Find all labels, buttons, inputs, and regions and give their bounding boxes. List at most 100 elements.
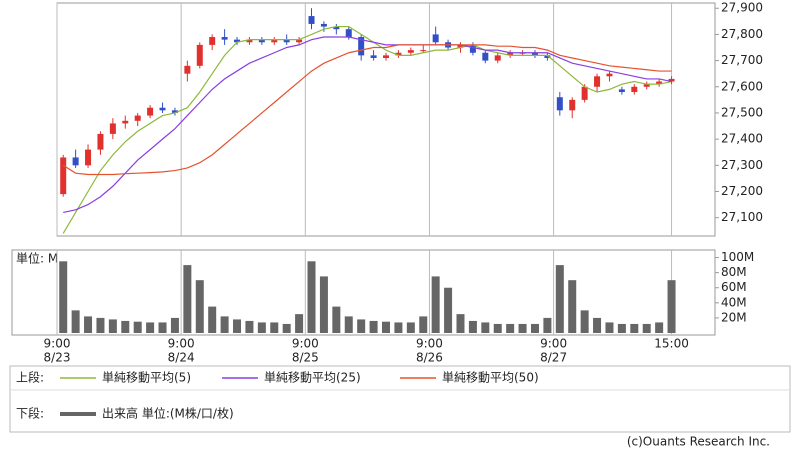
candle-body xyxy=(594,76,601,87)
candle-body xyxy=(668,78,675,82)
legend-label: 単純移動平均(25) xyxy=(264,371,361,385)
ma-line xyxy=(62,44,672,176)
volume-bar xyxy=(655,322,664,333)
volume-bar xyxy=(468,320,477,333)
candle-body xyxy=(234,39,241,43)
volume-bar xyxy=(580,310,589,333)
candle-body xyxy=(159,107,166,111)
candle-body xyxy=(320,23,327,27)
y-tick-label: 60M xyxy=(721,280,747,294)
candle-body xyxy=(72,157,79,166)
y-tick-label: 80M xyxy=(721,265,747,279)
y-tick-label: 27,100 xyxy=(721,210,763,224)
candle-body xyxy=(97,133,104,150)
volume-bar xyxy=(183,265,192,333)
x-tick-label: 9:00 xyxy=(292,337,319,351)
volume-bar xyxy=(518,323,527,333)
volume-bar xyxy=(84,316,93,333)
volume-bar xyxy=(257,322,266,333)
volume-bar xyxy=(282,323,291,333)
y-tick-label: 27,200 xyxy=(721,184,763,198)
legend-label: 単純移動平均(50) xyxy=(442,371,539,385)
candle-body xyxy=(345,29,352,38)
volume-bar xyxy=(369,320,378,333)
volume-bar xyxy=(382,321,390,333)
x-tick-date: 8/26 xyxy=(416,351,443,365)
candle-body xyxy=(569,99,576,111)
volume-bar xyxy=(332,306,341,333)
volume-bar xyxy=(506,323,515,333)
candle-body xyxy=(171,110,178,113)
candle-body xyxy=(618,89,625,93)
candle-body xyxy=(507,52,514,56)
volume-bar xyxy=(419,316,428,333)
y-tick-label: 20M xyxy=(721,310,747,324)
y-tick-label: 40M xyxy=(721,295,747,309)
volume-bar xyxy=(617,323,626,333)
volume-bar xyxy=(344,316,353,333)
volume-bar xyxy=(59,261,68,333)
candle-body xyxy=(246,39,253,43)
credit: (c)Ouants Research Inc. xyxy=(627,435,770,449)
candle-body xyxy=(432,34,439,43)
volume-bar xyxy=(357,319,366,333)
candle-body xyxy=(370,55,377,58)
candle-body xyxy=(544,55,551,58)
candle-body xyxy=(271,39,278,43)
ma-line xyxy=(62,25,672,234)
legend-title: 下段: xyxy=(16,406,44,421)
volume-bar xyxy=(444,287,453,333)
candle-body xyxy=(184,65,191,74)
volume-bar xyxy=(431,276,440,333)
volume-bar xyxy=(530,323,539,333)
candle-body xyxy=(606,73,613,77)
x-tick-label: 15:00 xyxy=(654,337,689,351)
candle-body xyxy=(494,55,501,61)
candle-body xyxy=(134,115,141,121)
y-tick-label: 27,700 xyxy=(721,53,763,67)
volume-bar xyxy=(630,323,639,333)
candle-body xyxy=(457,44,464,48)
volume-bar xyxy=(170,317,179,333)
candle-body xyxy=(482,52,489,61)
candle-body xyxy=(296,39,303,43)
candle-body xyxy=(196,44,203,66)
candle-body xyxy=(308,16,315,24)
candle-body xyxy=(395,52,402,56)
volume-bar xyxy=(605,322,614,333)
candle-body xyxy=(122,120,129,124)
x-tick-label: 9:00 xyxy=(416,337,443,351)
legend-box xyxy=(9,365,791,433)
x-tick-date: 8/27 xyxy=(540,351,567,365)
volume-bar xyxy=(108,319,117,333)
ma-line xyxy=(63,36,672,214)
volume-bar xyxy=(270,322,279,333)
x-tick-date: 8/23 xyxy=(44,351,71,365)
candle-body xyxy=(60,157,67,195)
volume-bar xyxy=(146,322,155,333)
volume-frame xyxy=(11,249,716,336)
volume-bar xyxy=(195,280,204,333)
candle-body xyxy=(556,97,563,111)
candle-body xyxy=(85,149,92,166)
volume-bar xyxy=(319,276,328,333)
x-tick-label: 9:00 xyxy=(44,337,71,351)
volume-bar xyxy=(295,314,304,333)
y-tick-label: 27,600 xyxy=(721,79,763,93)
volume-bar xyxy=(493,323,502,333)
candle-body xyxy=(407,50,414,53)
candle-body xyxy=(358,37,365,56)
x-tick-date: 8/25 xyxy=(292,351,319,365)
x-tick-label: 9:00 xyxy=(540,337,567,351)
legend-label: 出来高 単位:(M株/口/枚) xyxy=(102,406,234,421)
y-tick-label: 27,900 xyxy=(721,1,763,15)
volume-bar xyxy=(543,317,552,333)
y-tick-label: 27,500 xyxy=(721,105,763,119)
volume-bar xyxy=(642,323,651,333)
candle-body xyxy=(469,44,476,53)
volume-bar xyxy=(307,261,316,333)
volume-bar xyxy=(208,306,217,333)
volume-bar xyxy=(406,322,415,333)
candle-body xyxy=(258,39,265,43)
